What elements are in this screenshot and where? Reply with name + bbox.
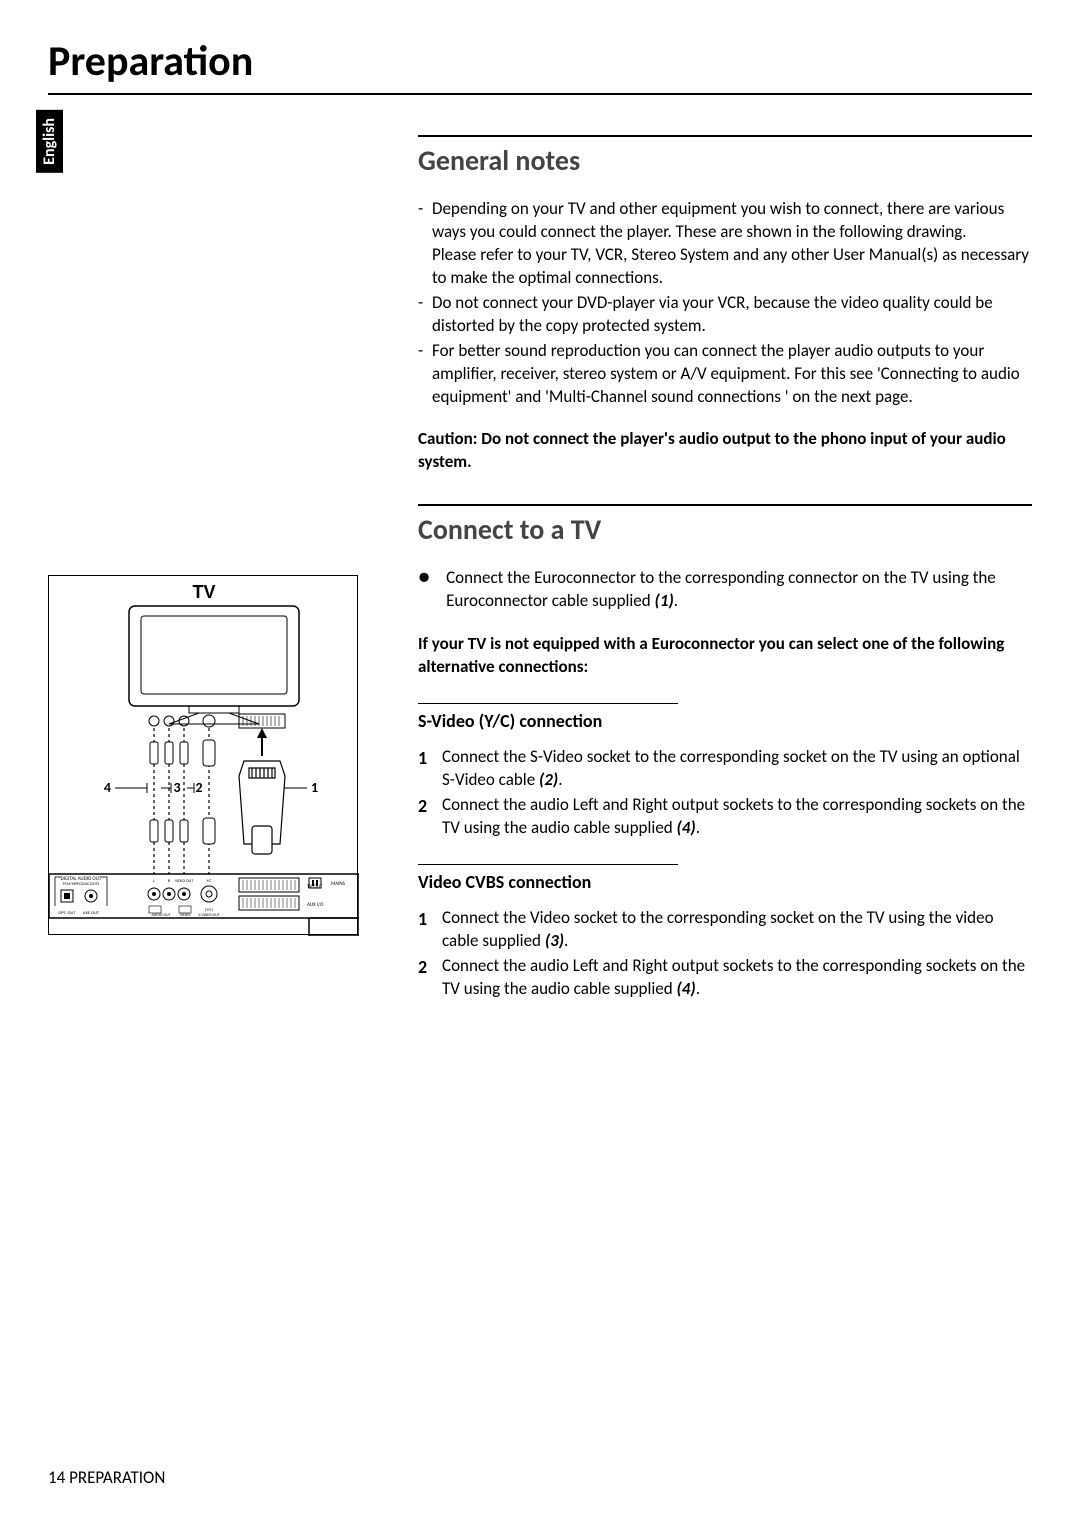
svg-text:VIDEO: VIDEO — [180, 913, 191, 918]
svg-text:1: 1 — [311, 779, 318, 796]
bullet-icon: ● — [418, 567, 430, 613]
step-number: 2 — [418, 794, 442, 840]
svg-text:S-VIDEO OUT: S-VIDEO OUT — [198, 913, 219, 918]
alt-intro: If your TV is not equipped with a Euroco… — [418, 633, 1032, 679]
euroconnector-step: ● Connect the Euroconnector to the corre… — [418, 567, 1032, 613]
svg-text:OPT. OUT: OPT. OUT — [58, 911, 76, 916]
note-item: Do not connect your DVD-player via your … — [418, 292, 1032, 338]
cvbs-steps: 1 Connect the Video socket to the corres… — [418, 907, 1032, 1001]
connection-diagram: TV — [48, 575, 358, 935]
ref-1: (1) — [655, 590, 674, 611]
page-title: Preparation — [48, 36, 1032, 95]
step-number: 1 — [418, 907, 442, 953]
note-item: Depending on your TV and other equipment… — [432, 198, 1004, 242]
note-item: For better sound reproduction you can co… — [418, 340, 1032, 409]
svg-text:4: 4 — [104, 779, 111, 796]
language-tab: English — [36, 110, 63, 173]
tv-label: TV — [192, 582, 215, 602]
note-sub: Please refer to your TV, VCR, Stereo Sys… — [432, 244, 1032, 290]
step-text: Connect the audio Left and Right output … — [442, 794, 1025, 838]
svg-text:AUX I/O: AUX I/O — [307, 902, 324, 908]
svg-text:PCM/MPEG2/AC3/DTS: PCM/MPEG2/AC3/DTS — [63, 882, 100, 887]
ref: (4) — [676, 817, 695, 838]
step-number: 1 — [418, 746, 442, 792]
ref: (4) — [676, 978, 695, 999]
step-text: Connect the Video socket to the correspo… — [442, 907, 994, 951]
ref: (3) — [545, 930, 564, 951]
step-text: Connect the S-Video socket to the corres… — [442, 746, 1020, 790]
svg-text:VIDEO OUT: VIDEO OUT — [175, 879, 193, 884]
cvbs-heading: Video CVBS connection — [418, 864, 678, 893]
ref: (2) — [539, 769, 558, 790]
svg-text:MAINS: MAINS — [331, 881, 346, 887]
step-text: Connect the audio Left and Right output … — [442, 955, 1025, 999]
svg-text:3: 3 — [173, 779, 180, 796]
svg-text:L: L — [153, 879, 155, 884]
svideo-heading: S-Video (Y/C) connection — [418, 703, 678, 732]
caution-text: Caution: Do not connect the player's aud… — [418, 428, 1032, 474]
svideo-steps: 1 Connect the S-Video socket to the corr… — [418, 746, 1032, 840]
svg-text:Y/C: Y/C — [206, 879, 212, 884]
connect-tv-heading: Connect to a TV — [418, 504, 1032, 547]
svg-text:2: 2 — [195, 779, 202, 796]
bullet-text: Connect the Euroconnector to the corresp… — [446, 567, 996, 611]
svg-text:AUDIO OUT: AUDIO OUT — [151, 913, 170, 918]
page-footer: 14 PREPARATION — [48, 1467, 165, 1488]
general-notes-heading: General notes — [418, 135, 1032, 178]
svg-text:R: R — [168, 879, 171, 884]
step-number: 2 — [418, 955, 442, 1001]
svg-text:AXE OUT: AXE OUT — [83, 911, 100, 916]
general-notes-list: Depending on your TV and other equipment… — [418, 198, 1032, 408]
